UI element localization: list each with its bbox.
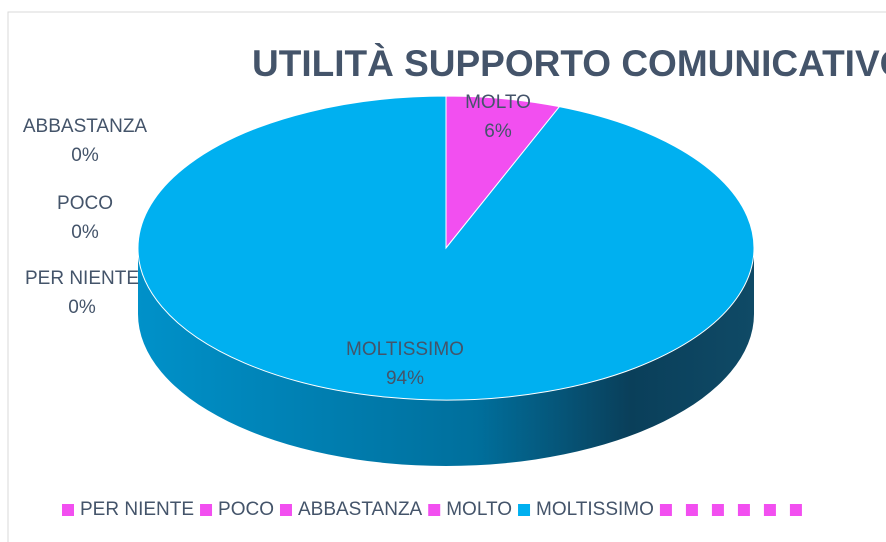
legend-swatch bbox=[737, 504, 750, 516]
data-label-value: 6% bbox=[484, 121, 512, 142]
legend-swatch bbox=[518, 504, 531, 516]
data-label-category: PER NIENTE bbox=[25, 268, 139, 289]
legend-swatch bbox=[659, 504, 672, 516]
data-label-value: 0% bbox=[68, 297, 96, 318]
legend-swatch bbox=[763, 504, 776, 516]
legend-label: POCO bbox=[218, 499, 274, 520]
data-label-category: MOLTISSIMO bbox=[346, 339, 464, 360]
legend-swatch bbox=[62, 504, 74, 516]
chart-border bbox=[7, 11, 886, 542]
legend-label: MOLTO bbox=[446, 499, 512, 520]
legend-swatch bbox=[200, 504, 213, 516]
slice-side bbox=[138, 248, 754, 466]
legend-label: ABBASTANZA bbox=[298, 499, 423, 520]
chart-title: UTILITÀ SUPPORTO COMUNICATIVO bbox=[252, 43, 886, 84]
legend-swatch bbox=[685, 504, 698, 516]
data-label-category: ABBASTANZA bbox=[23, 116, 148, 137]
data-label-value: 94% bbox=[386, 368, 424, 389]
legend-label: MOLTISSIMO bbox=[536, 499, 654, 520]
legend-swatch bbox=[279, 504, 292, 516]
data-label-category: POCO bbox=[57, 193, 113, 214]
data-label-value: 0% bbox=[71, 145, 99, 166]
legend-swatch bbox=[789, 504, 802, 516]
data-label-category: MOLTO bbox=[465, 92, 531, 113]
data-label-value: 0% bbox=[71, 222, 99, 243]
legend-label: PER NIENTE bbox=[80, 499, 194, 520]
legend-swatch bbox=[428, 504, 441, 516]
legend-swatch bbox=[711, 504, 724, 516]
